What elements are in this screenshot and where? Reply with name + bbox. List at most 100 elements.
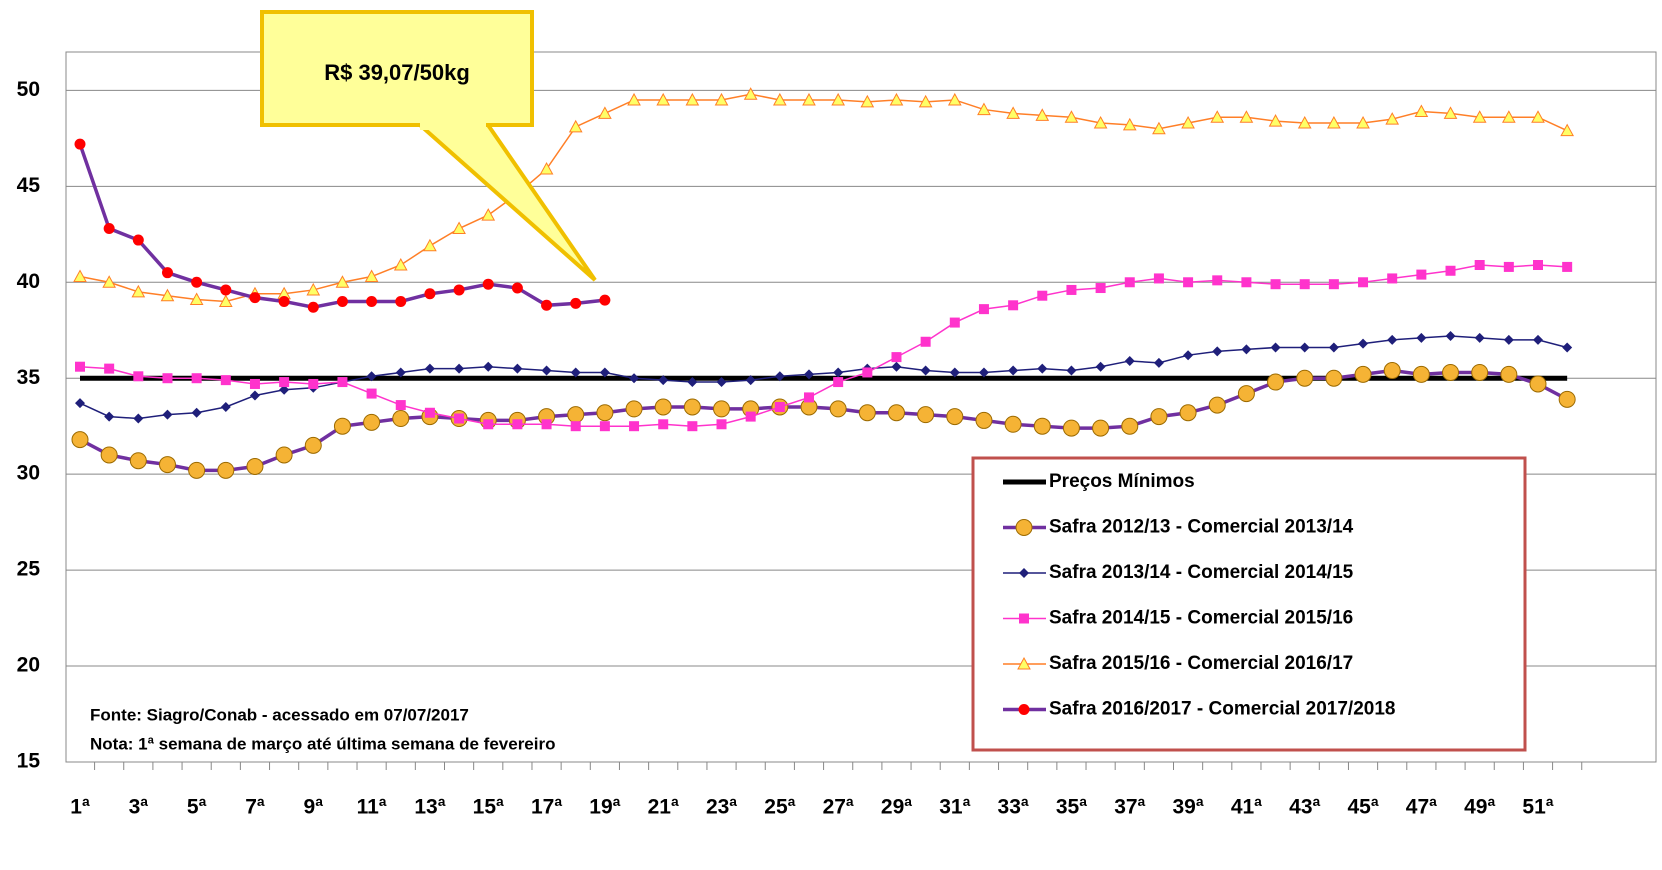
x-tick-label: 1ª [70, 796, 90, 819]
marker [278, 295, 290, 307]
marker [191, 276, 203, 288]
marker [1212, 346, 1223, 357]
marker [1092, 419, 1110, 437]
marker [1299, 279, 1310, 290]
y-tick-label: 30 [17, 462, 40, 485]
marker [333, 417, 351, 435]
marker [1239, 110, 1254, 123]
marker [772, 92, 787, 106]
marker [1445, 331, 1456, 341]
marker [1037, 290, 1048, 301]
legend-label: Preços Mínimos [1049, 471, 1195, 492]
marker [1004, 415, 1022, 433]
marker [975, 411, 993, 429]
marker [104, 363, 115, 374]
series-line [79, 264, 1568, 427]
marker [858, 404, 876, 422]
x-tick-label: 37ª [1114, 796, 1145, 819]
marker [1533, 260, 1543, 270]
marker [1241, 277, 1252, 288]
series-line [79, 368, 1568, 473]
x-tick-label: 45ª [1347, 796, 1378, 819]
marker [454, 363, 465, 374]
marker [304, 436, 322, 454]
x-tick-label: 9ª [304, 796, 324, 819]
marker [598, 106, 612, 119]
marker [1006, 106, 1020, 119]
marker [658, 375, 669, 386]
marker [599, 421, 610, 432]
x-tick-label: 7ª [245, 796, 265, 819]
marker [133, 413, 144, 424]
marker [1562, 261, 1573, 272]
x-tick-label: 13ª [414, 796, 445, 819]
marker [1179, 404, 1197, 422]
marker [1474, 260, 1485, 270]
legend-marker [1015, 519, 1033, 536]
marker [1095, 283, 1106, 294]
legend-marker [1019, 568, 1029, 578]
marker [191, 407, 202, 418]
marker [1095, 361, 1106, 372]
marker [307, 301, 319, 313]
note: Nota: 1ª semana de março até última sema… [90, 734, 555, 753]
marker [1500, 365, 1518, 383]
marker [654, 398, 672, 416]
marker [716, 419, 727, 430]
marker [978, 304, 989, 315]
legend-marker [1019, 613, 1029, 624]
marker [1183, 350, 1194, 361]
marker [891, 352, 902, 363]
marker [629, 421, 640, 432]
marker [512, 363, 523, 374]
y-tick-label: 35 [17, 366, 41, 389]
marker [1066, 284, 1077, 295]
marker [1416, 332, 1427, 343]
marker [275, 446, 293, 464]
marker [862, 367, 873, 378]
marker [570, 297, 582, 309]
y-tick-label: 45 [17, 174, 41, 197]
series-line [79, 335, 1568, 420]
marker [189, 292, 204, 306]
marker [1122, 117, 1137, 131]
marker [335, 275, 350, 288]
y-tick-label: 20 [17, 654, 40, 677]
marker [1153, 357, 1164, 368]
marker [452, 221, 466, 235]
marker [1356, 115, 1370, 129]
marker [482, 278, 494, 290]
legend [971, 456, 1527, 752]
x-tick-label: 51ª [1522, 796, 1553, 819]
marker [1442, 363, 1460, 381]
marker [424, 288, 436, 300]
marker [337, 377, 348, 388]
marker [918, 94, 933, 108]
marker [306, 282, 321, 296]
x-tick-label: 19ª [589, 796, 620, 819]
marker [132, 234, 144, 246]
x-tick-label: 27ª [823, 796, 854, 819]
marker [1008, 365, 1019, 376]
marker [336, 295, 348, 307]
x-tick-label: 21ª [648, 796, 679, 819]
marker [393, 257, 408, 271]
marker [889, 92, 904, 106]
marker [249, 378, 260, 389]
marker [249, 390, 260, 401]
marker [947, 92, 962, 106]
marker [246, 457, 264, 475]
marker [75, 361, 85, 372]
x-tick-label: 43ª [1289, 796, 1320, 819]
marker [162, 409, 173, 420]
marker [1299, 342, 1310, 353]
marker [802, 92, 816, 106]
marker [102, 275, 117, 288]
marker [716, 377, 727, 388]
marker [1093, 115, 1108, 129]
marker [1270, 342, 1281, 353]
marker [1503, 334, 1514, 345]
legend-label: Safra 2014/15 - Comercial 2015/16 [1049, 608, 1353, 629]
note: Fonte: Siagro/Conab - acessado em 07/07/… [90, 705, 469, 724]
